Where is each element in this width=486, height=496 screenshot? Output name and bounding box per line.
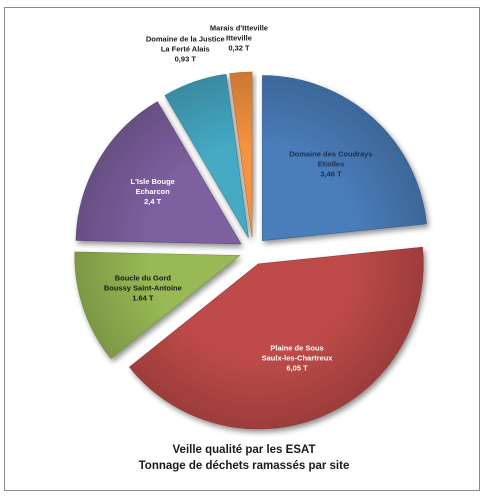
- slice-value-label: 1.64 T: [132, 293, 154, 302]
- slice-name-line: Plaine de Sous: [270, 344, 323, 353]
- slice-label: L'Isle Bouge Echarcon 2,4 T: [131, 177, 175, 206]
- slice-name-line: Domaine des Coudrays: [289, 150, 372, 159]
- slice-value-label: 2,4 T: [144, 197, 162, 206]
- chart-frame: Domaine des Coudrays Etiolles 3,46 T Plaine…: [4, 7, 480, 491]
- slice-value-label: 3,46 T: [320, 170, 342, 179]
- slice-name-line: Boucle du Gord: [115, 273, 172, 282]
- slice-label: Domaine de la Justice La Ferté Alais 0,93 …: [146, 34, 225, 63]
- slice-label: Domaine des Coudrays Etiolles 3,46 T: [289, 150, 372, 179]
- pie-slice: [229, 71, 253, 238]
- pie-slice: [74, 251, 241, 360]
- slice-name-line: Echarcon: [136, 187, 171, 196]
- slice-name-line: La Ferté Alais: [161, 44, 210, 53]
- slice-value-label: 6,05 T: [286, 364, 308, 373]
- chart-subtitle: Tonnage de déchets ramassés par site: [138, 460, 350, 472]
- slice-name-line: Saulx-les-Chartreux: [262, 354, 334, 363]
- slice-name-line: Marais d'Itteville: [210, 23, 268, 32]
- chart-title: Veille qualité par les ESAT: [172, 444, 316, 456]
- slice-label: Marais d'Itteville Itteville 0,32 T: [210, 23, 268, 52]
- slice-label: Boucle du Gord Boussy Saint-Antoine 1.64 T: [104, 273, 182, 302]
- slice-name-line: Boussy Saint-Antoine: [104, 283, 182, 292]
- slice-name-line: Itteville: [226, 33, 252, 42]
- pie-slice: [164, 73, 249, 238]
- slice-label: Plaine de Sous Saulx-les-Chartreux 6,05 T: [262, 344, 334, 373]
- pie-slice: [75, 101, 242, 245]
- slice-name-line: Etiolles: [318, 160, 345, 169]
- pie-chart: Domaine des Coudrays Etiolles 3,46 T Plaine…: [74, 23, 427, 430]
- pie-slice: [129, 246, 424, 430]
- slice-name-line: Domaine de la Justice: [146, 34, 225, 43]
- slice-value-label: 0,32 T: [228, 43, 250, 52]
- slice-name-line: L'Isle Bouge: [131, 177, 175, 186]
- slice-value-label: 0,93 T: [175, 54, 197, 63]
- pie-slice: [262, 75, 427, 241]
